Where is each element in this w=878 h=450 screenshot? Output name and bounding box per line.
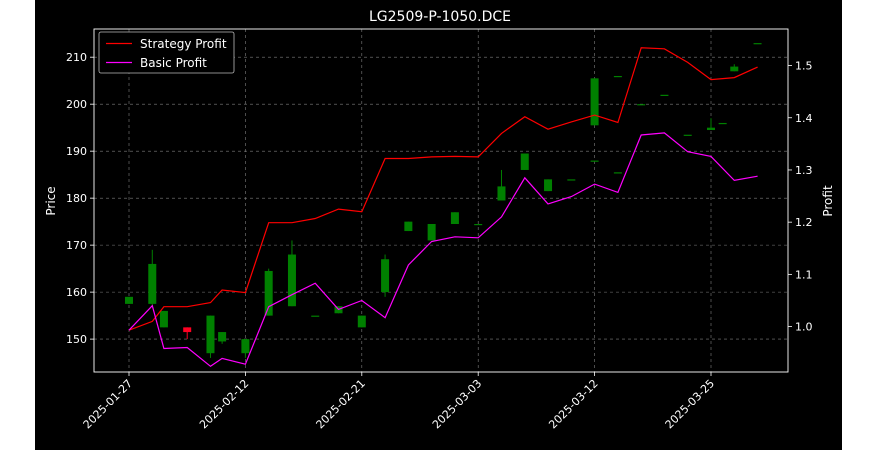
candle-body <box>474 223 483 226</box>
candle-body <box>264 270 273 316</box>
candle-body <box>404 221 413 232</box>
y-tick-label: 160 <box>66 286 87 299</box>
y2-axis-label: Profit <box>821 185 835 217</box>
candle-body <box>544 179 553 192</box>
y2-tick-label: 1.1 <box>795 268 813 281</box>
candle-body <box>183 327 192 333</box>
strategy-profit-line <box>128 47 758 331</box>
axes-frame <box>93 28 789 373</box>
y2-tick-label: 1.4 <box>795 112 813 125</box>
candle-body <box>357 315 366 328</box>
candle-body <box>637 104 646 106</box>
y-tick-label: 200 <box>66 98 87 111</box>
candle-body <box>660 94 669 96</box>
candle-body <box>590 78 599 126</box>
candle-body <box>718 122 727 125</box>
candle-body <box>218 332 227 342</box>
y2-tick-label: 1.0 <box>795 321 813 334</box>
figure-background <box>35 0 842 450</box>
legend-basic-label: Basic Profit <box>140 56 207 70</box>
candle-body <box>497 186 506 201</box>
candle-body <box>159 310 168 328</box>
legend: Strategy Profit Basic Profit <box>98 31 235 74</box>
candle-body <box>125 296 133 304</box>
y-tick-label: 210 <box>66 51 87 64</box>
candle-body <box>450 212 459 224</box>
candle-body <box>613 75 622 78</box>
y2-tick-label: 1.5 <box>795 60 813 73</box>
candle-body <box>683 134 692 136</box>
chart-title: LG2509-P-1050.DCE <box>369 9 511 25</box>
candle-body <box>730 66 739 72</box>
candle-body <box>287 254 296 307</box>
candle-body <box>311 315 320 317</box>
basic-profit-line <box>128 132 758 368</box>
y-tick-label: 170 <box>66 239 87 252</box>
y-tick-label: 180 <box>66 192 87 205</box>
y2-tick-label: 1.3 <box>795 164 813 177</box>
candle-body <box>520 153 529 170</box>
candle-body <box>206 315 215 354</box>
legend-box <box>98 31 235 74</box>
candle-body <box>427 223 436 241</box>
y2-tick-label: 1.2 <box>795 216 813 229</box>
y-tick-label: 150 <box>66 333 87 346</box>
candle-body <box>381 259 390 293</box>
candle-body <box>707 127 715 131</box>
y-tick-label: 190 <box>66 145 87 158</box>
candle-body <box>148 263 157 304</box>
candle-body <box>590 160 599 162</box>
candle-body <box>753 43 762 45</box>
candle-body <box>613 172 622 174</box>
y-axis-label: Price <box>44 186 58 215</box>
candle-body <box>241 339 250 354</box>
candle-body <box>567 179 576 181</box>
legend-strategy-label: Strategy Profit <box>140 37 227 51</box>
